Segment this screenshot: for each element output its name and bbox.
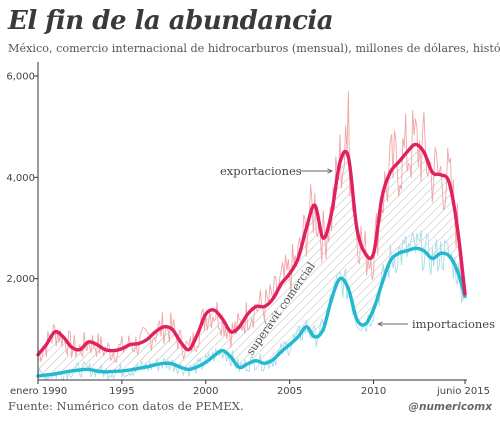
- imports-series-line: [36, 246, 467, 378]
- x-tick-label: 2000: [193, 386, 218, 397]
- exports-annotation: exportaciones: [220, 164, 302, 178]
- exports-monthly-line: [38, 91, 465, 364]
- y-tick-label: 4,000: [6, 173, 35, 184]
- brand-handle: @numericomx: [408, 401, 492, 413]
- x-tick-label: 2010: [361, 386, 386, 397]
- y-tick-label: 2,000: [6, 274, 35, 285]
- x-tick-label: 1995: [109, 386, 134, 397]
- page-title: El fin de la abundancia: [8, 6, 334, 36]
- x-tick-label: enero 1990: [10, 386, 67, 397]
- imports-annotation: importaciones: [412, 317, 495, 331]
- imports-monthly-line: [38, 230, 465, 380]
- exports-series-line: [36, 142, 467, 357]
- exports-annotation-arrow-head: [327, 168, 334, 174]
- source-note: Fuente: Numérico con datos de PEMEX.: [8, 399, 244, 413]
- x-tick-label: 2005: [277, 386, 302, 397]
- surplus-area: [38, 144, 465, 376]
- x-tick-label: junio 2015: [436, 386, 490, 397]
- y-tick-label: 6,000: [6, 72, 35, 83]
- page-subtitle: México, comercio internacional de hidroc…: [8, 42, 500, 55]
- imports-annotation-arrow-head: [376, 321, 383, 327]
